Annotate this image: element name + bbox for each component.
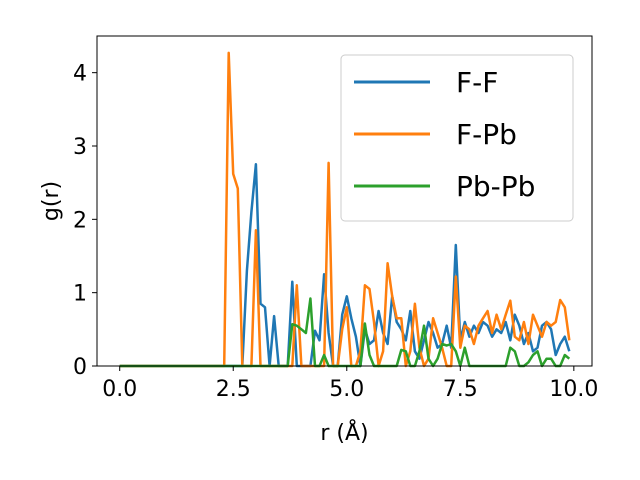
y-tick-label: 2: [73, 208, 87, 233]
legend-label-pb-pb: Pb-Pb: [456, 170, 535, 203]
y-tick-label: 3: [73, 135, 87, 160]
x-tick-label: 2.5: [216, 377, 251, 402]
legend-label-f-pb: F-Pb: [456, 118, 517, 151]
y-axis-title: g(r): [39, 181, 64, 221]
x-tick-label: 0.0: [102, 377, 137, 402]
x-tick-label: 7.5: [443, 377, 478, 402]
x-axis-title: r (Å): [320, 419, 368, 446]
legend-label-f-f: F-F: [456, 66, 498, 99]
legend: F-F F-Pb Pb-Pb: [340, 54, 574, 222]
y-tick-label: 0: [73, 355, 87, 380]
y-axis-ticks: 0 1 2 3 4: [73, 62, 97, 380]
x-tick-label: 10.0: [549, 377, 598, 402]
x-tick-label: 5.0: [329, 377, 364, 402]
legend-box: [340, 54, 574, 222]
y-tick-label: 1: [73, 282, 87, 307]
plot-frame: [96, 35, 593, 367]
y-tick-label: 4: [73, 62, 87, 87]
x-axis-ticks: 0.0 2.5 5.0 7.5 10.0: [102, 366, 598, 402]
